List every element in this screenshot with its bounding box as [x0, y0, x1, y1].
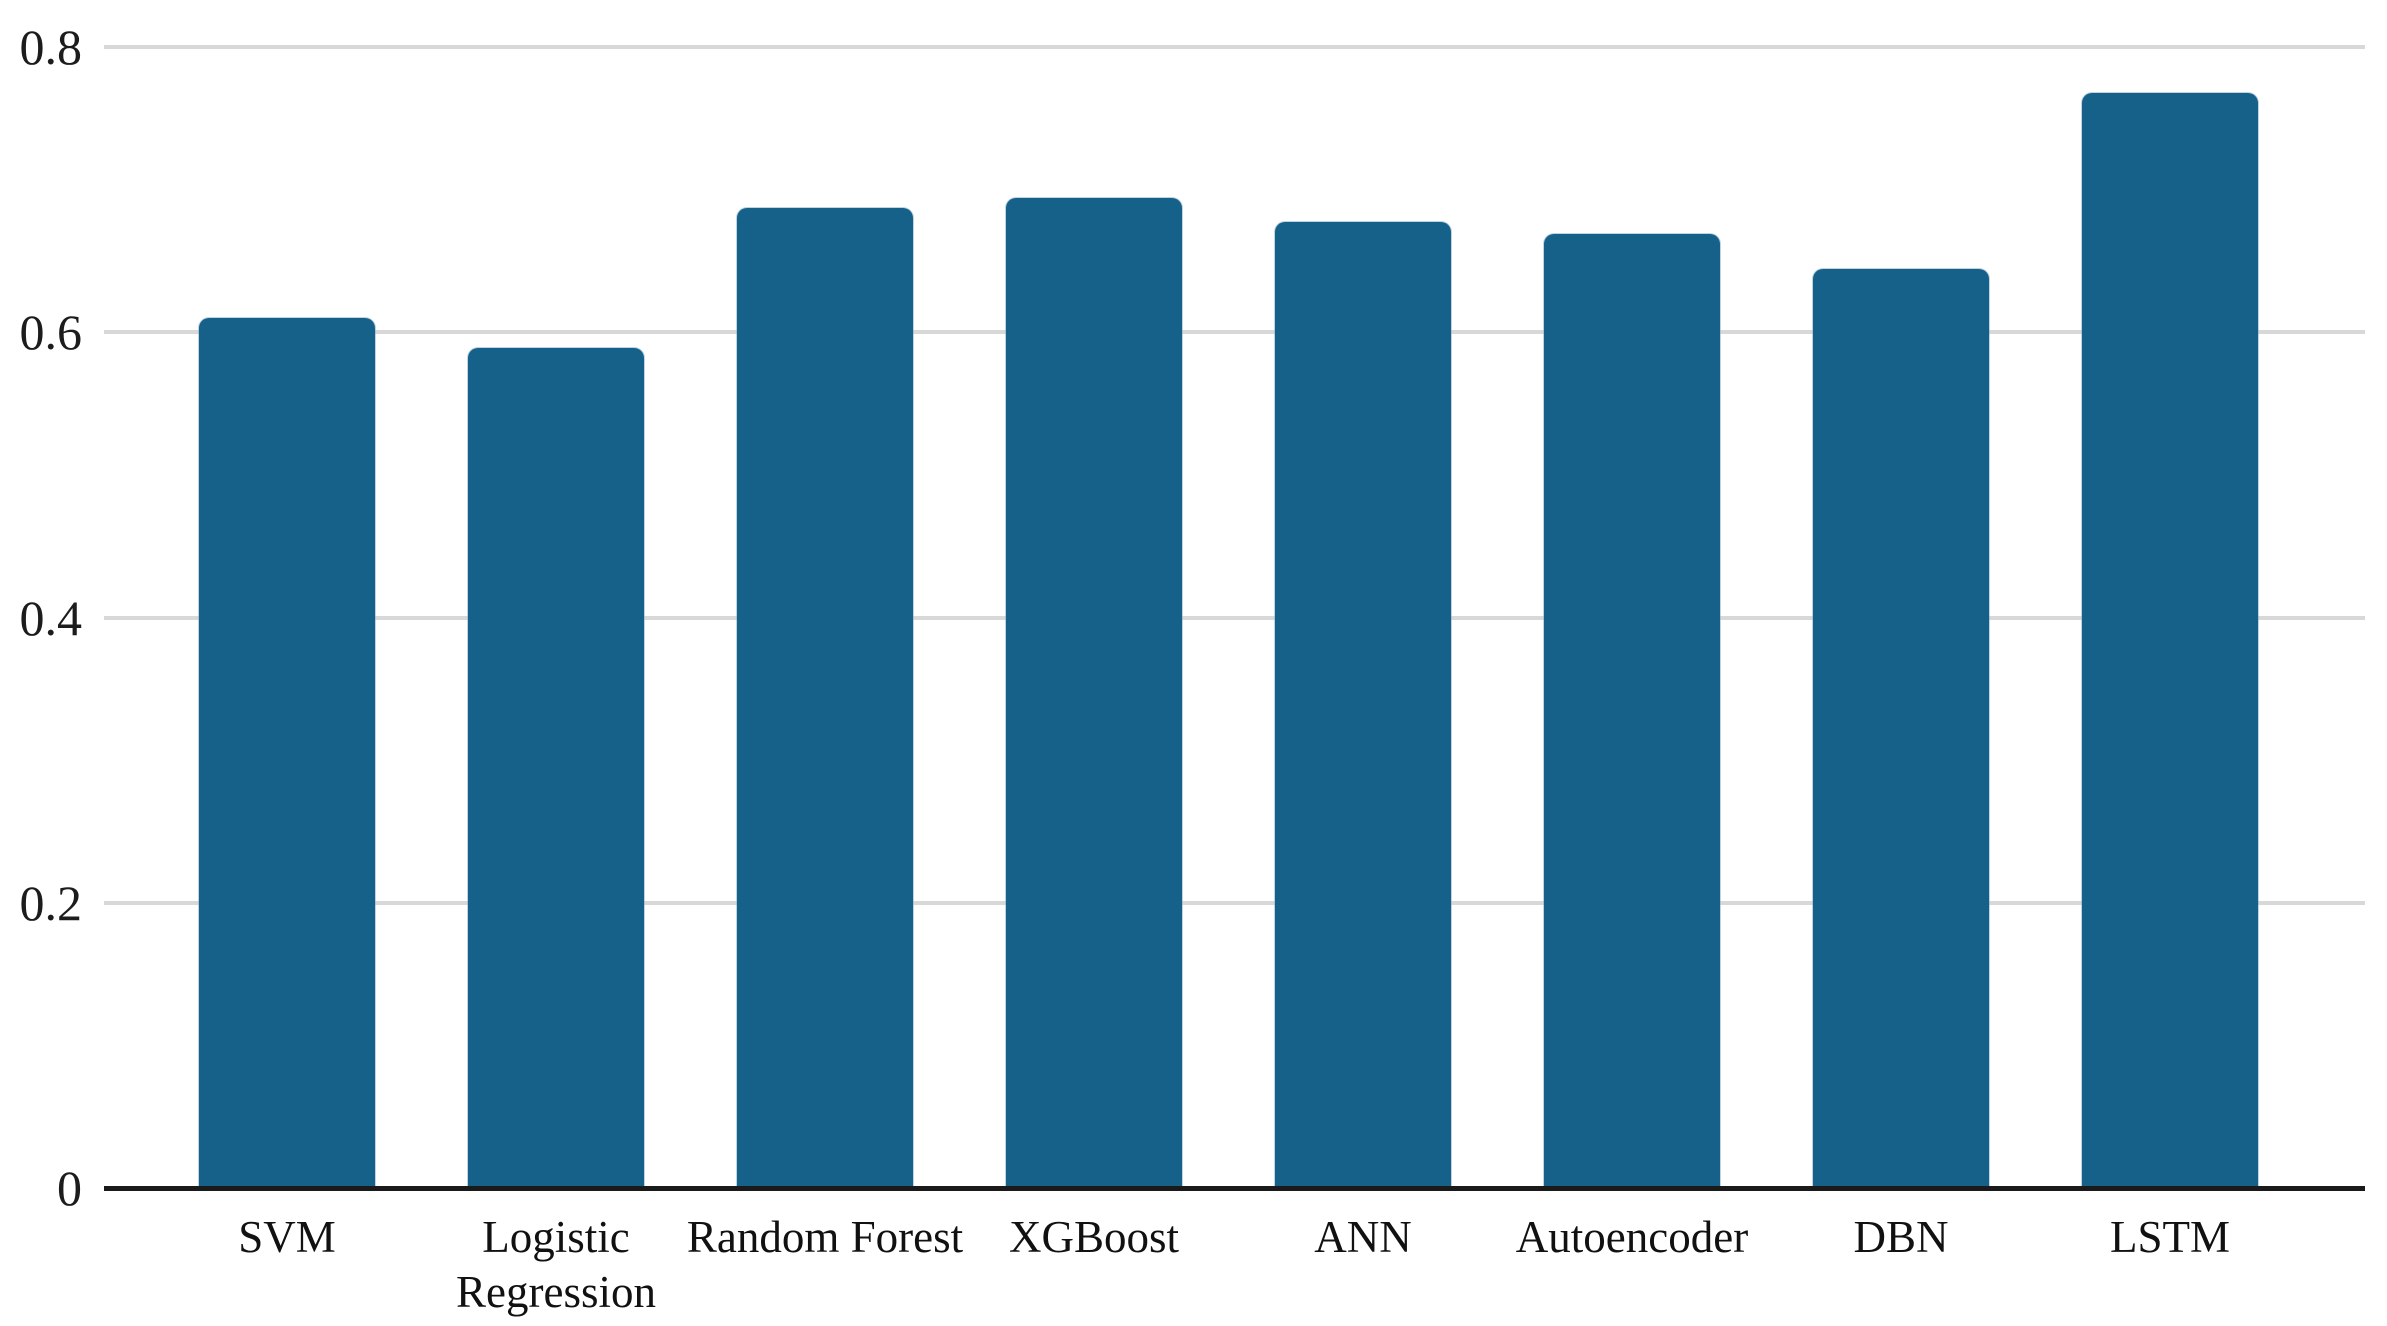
x-tick-label-logistic-regression: Logistic Regression [456, 1212, 656, 1317]
y-tick-label: 0.8 [19, 19, 83, 75]
x-tick-label-xgboost: XGBoost [1008, 1212, 1180, 1262]
bar-random-forest [737, 208, 913, 1188]
x-axis-line [104, 1186, 2365, 1191]
x-tick-label-ann: ANN [1314, 1212, 1412, 1262]
gridline-0.8 [104, 45, 2365, 49]
x-tick-label-lstm: LSTM [2109, 1212, 2230, 1262]
bar-xgboost [1006, 198, 1182, 1188]
gridline-0.4 [104, 615, 2365, 620]
y-tick-label: 0.2 [19, 874, 83, 931]
y-tick-label: 0 [57, 1160, 82, 1216]
bar-lstm [2082, 92, 2258, 1188]
x-tick-label-svm: SVM [238, 1212, 336, 1262]
gridline-0.6 [104, 330, 2365, 335]
y-tick-label: 0.4 [19, 589, 83, 646]
x-tick-label-dbn: DBN [1853, 1212, 1949, 1262]
y-tick-label: 0.6 [19, 304, 83, 361]
x-tick-label-autoencoder: Autoencoder [1515, 1212, 1749, 1262]
bar-logistic-regression [468, 347, 644, 1188]
bar-dbn [1813, 269, 1989, 1188]
bar-autoencoder [1544, 233, 1720, 1188]
gridline-0.2 [104, 900, 2365, 905]
x-tick-label-random-forest: Random Forest [686, 1212, 964, 1262]
bar-svm [199, 317, 375, 1188]
bar-ann [1275, 222, 1451, 1188]
